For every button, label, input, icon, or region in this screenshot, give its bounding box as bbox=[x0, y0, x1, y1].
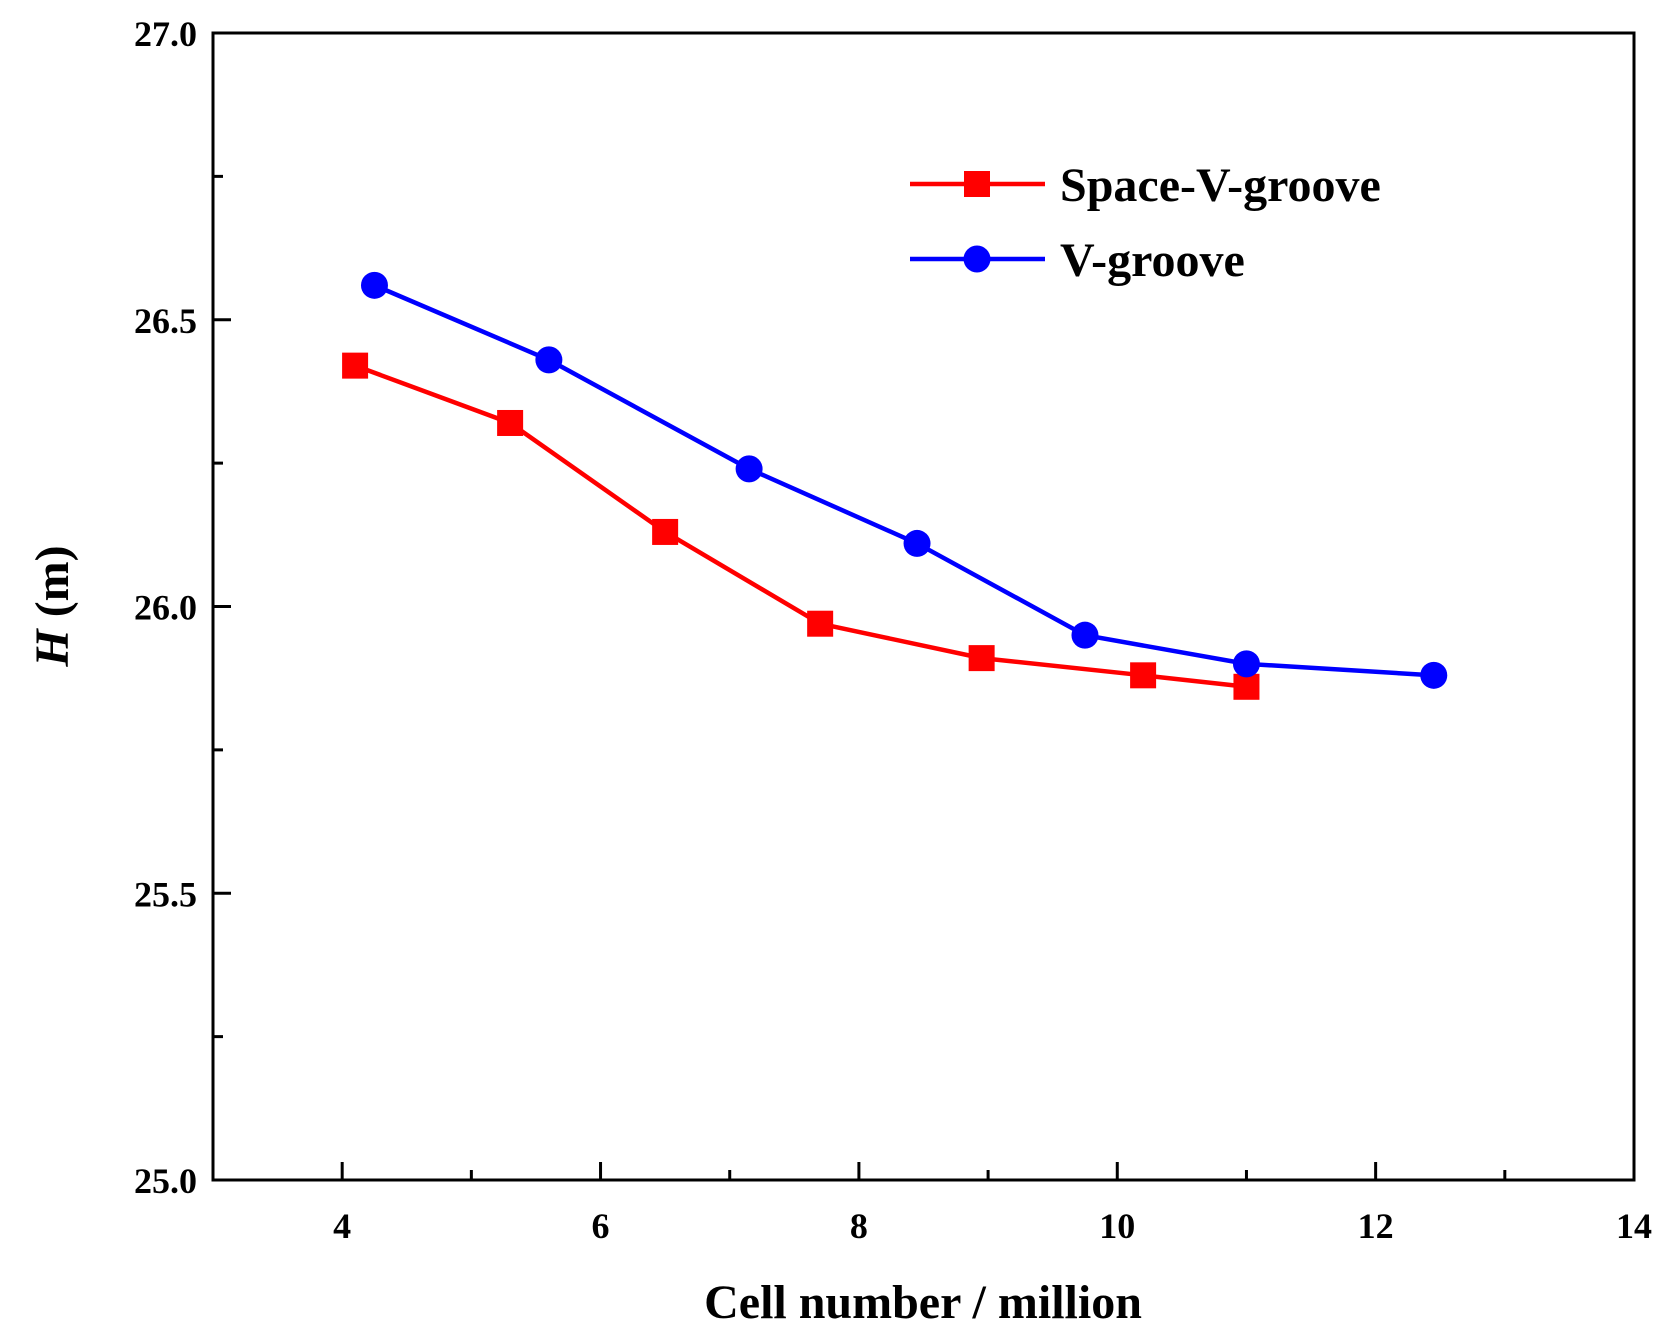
data-point-space-v-groove bbox=[497, 409, 524, 436]
series-space-v-groove bbox=[342, 352, 1260, 700]
series-v-groove bbox=[360, 271, 1448, 689]
data-point-v-groove bbox=[735, 455, 763, 483]
legend-marker-space-v-groove bbox=[964, 171, 990, 197]
legend-label-v-groove: V-groove bbox=[1060, 234, 1245, 287]
data-point-v-groove bbox=[1420, 661, 1448, 689]
legend-item-space-v-groove: Space-V-groove bbox=[910, 159, 1381, 212]
data-point-space-v-groove bbox=[1130, 662, 1157, 689]
x-tick-label: 12 bbox=[1358, 1206, 1394, 1246]
data-point-v-groove bbox=[903, 529, 931, 557]
series-layer bbox=[342, 271, 1448, 700]
data-point-space-v-groove bbox=[652, 518, 679, 545]
x-tick-label: 8 bbox=[850, 1206, 868, 1246]
x-tick-label: 4 bbox=[333, 1206, 351, 1246]
y-axis-title-symbol: H bbox=[26, 628, 79, 668]
legend-marker-v-groove bbox=[963, 245, 991, 273]
data-point-v-groove bbox=[360, 271, 388, 299]
y-tick-label: 26.0 bbox=[134, 588, 197, 628]
y-axis-title: H (m) bbox=[26, 545, 79, 667]
legend-item-v-groove: V-groove bbox=[910, 234, 1245, 287]
x-tick-label: 10 bbox=[1099, 1206, 1135, 1246]
x-tick-label: 6 bbox=[592, 1206, 610, 1246]
data-point-space-v-groove bbox=[342, 352, 369, 379]
data-point-space-v-groove bbox=[968, 645, 995, 672]
data-point-space-v-groove bbox=[807, 610, 834, 637]
legend-label-space-v-groove: Space-V-groove bbox=[1060, 159, 1381, 212]
y-tick-label: 25.5 bbox=[134, 874, 197, 914]
data-point-v-groove bbox=[1232, 650, 1260, 678]
x-axis-title: Cell number / million bbox=[704, 1276, 1142, 1329]
y-axis-title-unit: (m) bbox=[26, 545, 79, 629]
series-line-v-groove bbox=[373, 283, 1434, 678]
data-point-v-groove bbox=[1071, 621, 1099, 649]
plot-frame bbox=[211, 31, 1636, 1182]
y-tick-label: 26.5 bbox=[134, 301, 197, 341]
legend: Space-V-groove V-groove bbox=[910, 159, 1381, 287]
x-tick-label: 14 bbox=[1616, 1206, 1652, 1246]
y-tick-label: 27.0 bbox=[134, 14, 197, 54]
y-tick-label: 25.0 bbox=[134, 1161, 197, 1201]
data-point-v-groove bbox=[535, 346, 563, 374]
ticks-layer: 4 6 8 10 12 14 25.0 25.5 26.0 26.5 27.0 bbox=[134, 14, 1652, 1246]
data-point-space-v-groove bbox=[1233, 673, 1260, 700]
